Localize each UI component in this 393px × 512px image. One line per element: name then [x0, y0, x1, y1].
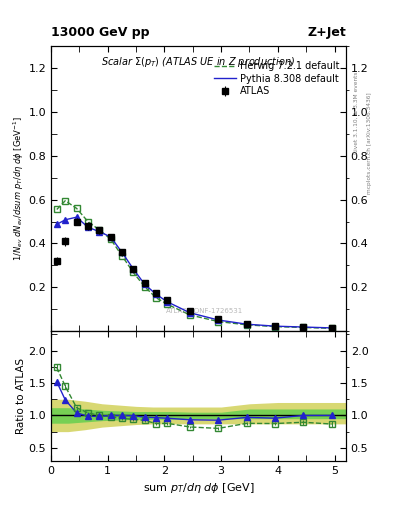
- Herwig 7.2.1 default: [273, 324, 277, 330]
- Pythia 8.308 default: [165, 298, 170, 305]
- Y-axis label: Ratio to ATLAS: Ratio to ATLAS: [16, 358, 26, 434]
- Pythia 8.308 default: [131, 266, 136, 272]
- X-axis label: sum $p_T/d\eta\ d\phi$ [GeV]: sum $p_T/d\eta\ d\phi$ [GeV]: [143, 481, 254, 495]
- Pythia 8.308 default: [97, 228, 102, 234]
- Herwig 7.2.1 default: [108, 236, 113, 242]
- Pythia 8.308 default: [244, 321, 249, 327]
- Legend: Herwig 7.2.1 default, Pythia 8.308 default, ATLAS: Herwig 7.2.1 default, Pythia 8.308 defau…: [212, 59, 341, 98]
- Herwig 7.2.1 default: [131, 269, 136, 275]
- Line: Pythia 8.308 default: Pythia 8.308 default: [57, 217, 332, 328]
- Text: 13000 GeV pp: 13000 GeV pp: [51, 26, 150, 39]
- Pythia 8.308 default: [54, 221, 59, 227]
- Pythia 8.308 default: [86, 224, 90, 230]
- Pythia 8.308 default: [74, 214, 79, 220]
- Pythia 8.308 default: [301, 324, 306, 330]
- Herwig 7.2.1 default: [216, 318, 220, 325]
- Pythia 8.308 default: [154, 291, 158, 297]
- Pythia 8.308 default: [187, 310, 192, 316]
- Herwig 7.2.1 default: [74, 205, 79, 211]
- Pythia 8.308 default: [216, 317, 220, 323]
- Herwig 7.2.1 default: [329, 325, 334, 331]
- Text: ATLAS-CONF-1726531: ATLAS-CONF-1726531: [166, 308, 243, 314]
- Pythia 8.308 default: [63, 217, 68, 223]
- Herwig 7.2.1 default: [165, 301, 170, 307]
- Herwig 7.2.1 default: [97, 227, 102, 233]
- Text: Scalar $\Sigma(p_T)$ (ATLAS UE in Z production): Scalar $\Sigma(p_T)$ (ATLAS UE in Z prod…: [101, 55, 296, 69]
- Herwig 7.2.1 default: [244, 322, 249, 328]
- Herwig 7.2.1 default: [63, 198, 68, 204]
- Pythia 8.308 default: [273, 323, 277, 329]
- Herwig 7.2.1 default: [54, 206, 59, 212]
- Text: mcplots.cern.ch [arXiv:1306.3436]: mcplots.cern.ch [arXiv:1306.3436]: [367, 93, 373, 194]
- Pythia 8.308 default: [142, 281, 147, 287]
- Herwig 7.2.1 default: [187, 312, 192, 318]
- Pythia 8.308 default: [108, 234, 113, 240]
- Herwig 7.2.1 default: [301, 325, 306, 331]
- Herwig 7.2.1 default: [86, 219, 90, 225]
- Herwig 7.2.1 default: [154, 294, 158, 301]
- Text: Rivet 3.1.10, ≥ 3.3M events: Rivet 3.1.10, ≥ 3.3M events: [354, 71, 359, 154]
- Line: Herwig 7.2.1 default: Herwig 7.2.1 default: [57, 201, 332, 328]
- Herwig 7.2.1 default: [142, 284, 147, 290]
- Text: Z+Jet: Z+Jet: [307, 26, 346, 39]
- Pythia 8.308 default: [119, 249, 124, 255]
- Pythia 8.308 default: [329, 325, 334, 331]
- Y-axis label: $1/N_{ev}\ dN_{ev}/dsum\ p_T/d\eta\ d\phi\ [\mathrm{GeV}^{-1}]$: $1/N_{ev}\ dN_{ev}/dsum\ p_T/d\eta\ d\ph…: [11, 116, 26, 261]
- Herwig 7.2.1 default: [119, 253, 124, 259]
